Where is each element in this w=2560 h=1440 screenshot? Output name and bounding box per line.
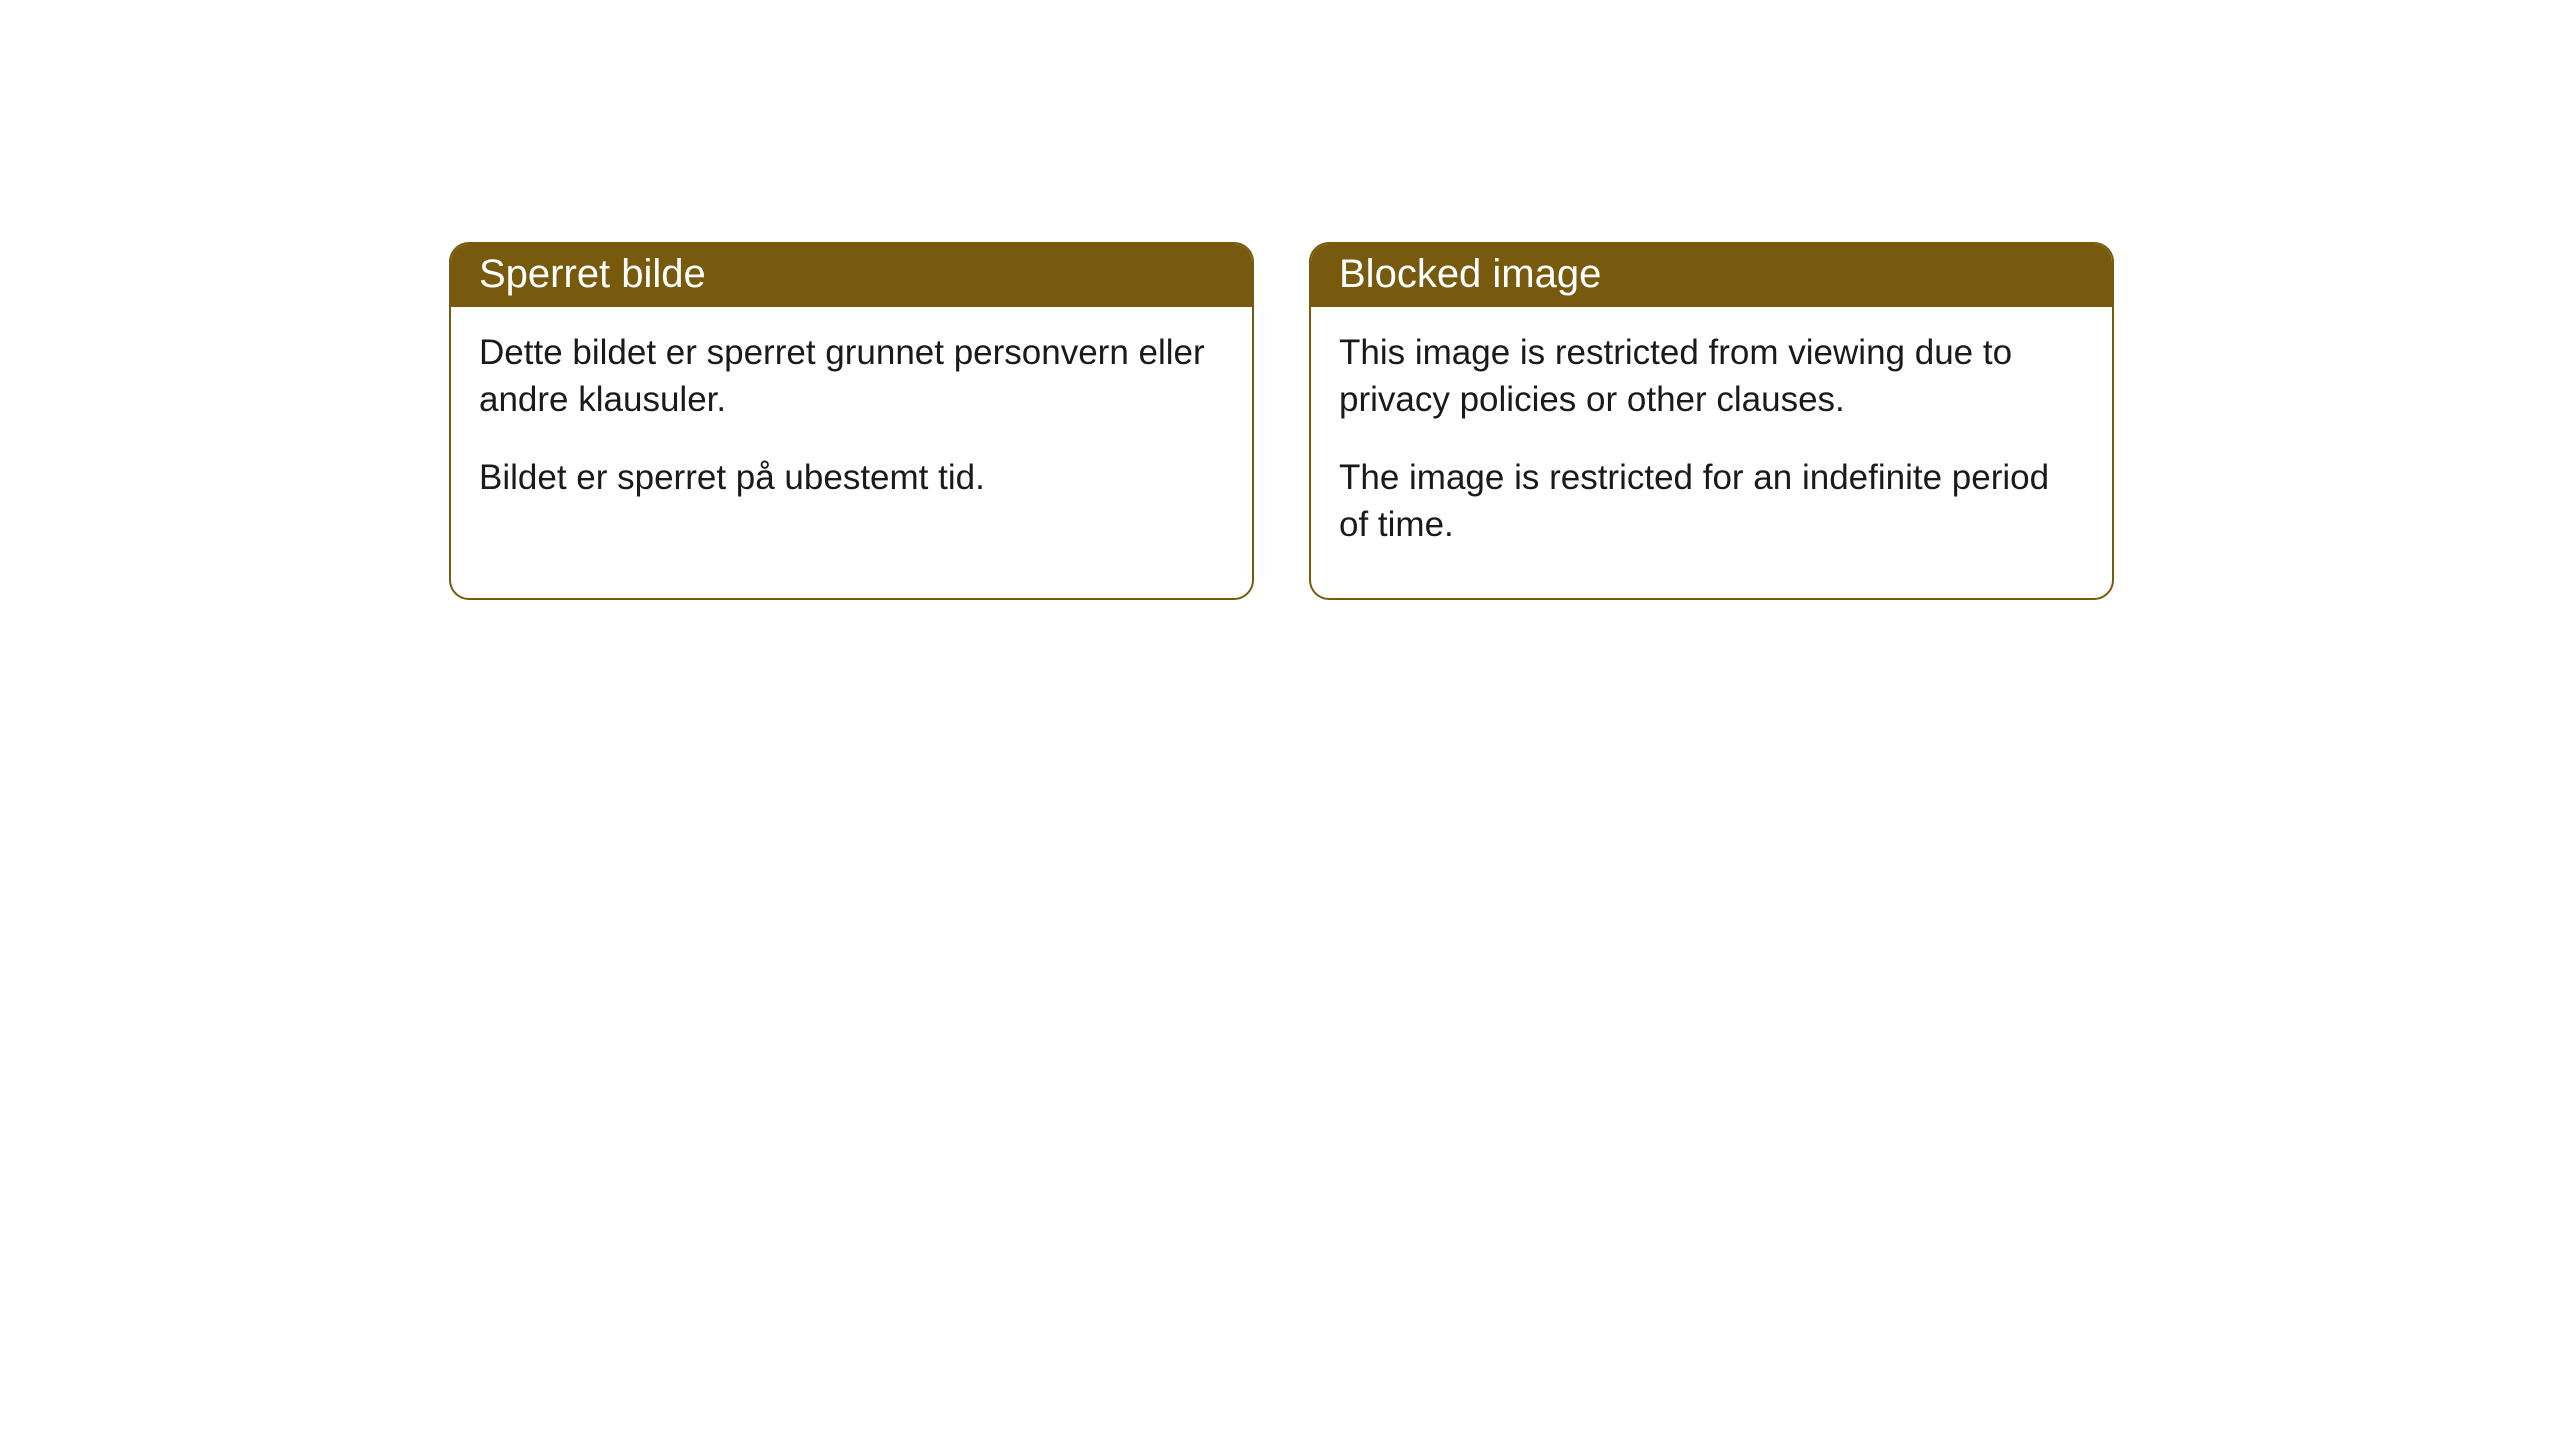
card-paragraph: Dette bildet er sperret grunnet personve… — [479, 329, 1224, 424]
blocked-image-card-norwegian: Sperret bilde Dette bildet er sperret gr… — [449, 242, 1254, 600]
card-title: Blocked image — [1339, 252, 1601, 296]
card-header: Blocked image — [1311, 244, 2112, 307]
card-paragraph: Bildet er sperret på ubestemt tid. — [479, 454, 1224, 501]
card-paragraph: This image is restricted from viewing du… — [1339, 329, 2084, 424]
card-body: Dette bildet er sperret grunnet personve… — [451, 307, 1252, 551]
card-body: This image is restricted from viewing du… — [1311, 307, 2112, 598]
card-title: Sperret bilde — [479, 252, 706, 296]
card-header: Sperret bilde — [451, 244, 1252, 307]
blocked-image-card-english: Blocked image This image is restricted f… — [1309, 242, 2114, 600]
card-paragraph: The image is restricted for an indefinit… — [1339, 454, 2084, 549]
notice-cards-container: Sperret bilde Dette bildet er sperret gr… — [0, 0, 2560, 600]
